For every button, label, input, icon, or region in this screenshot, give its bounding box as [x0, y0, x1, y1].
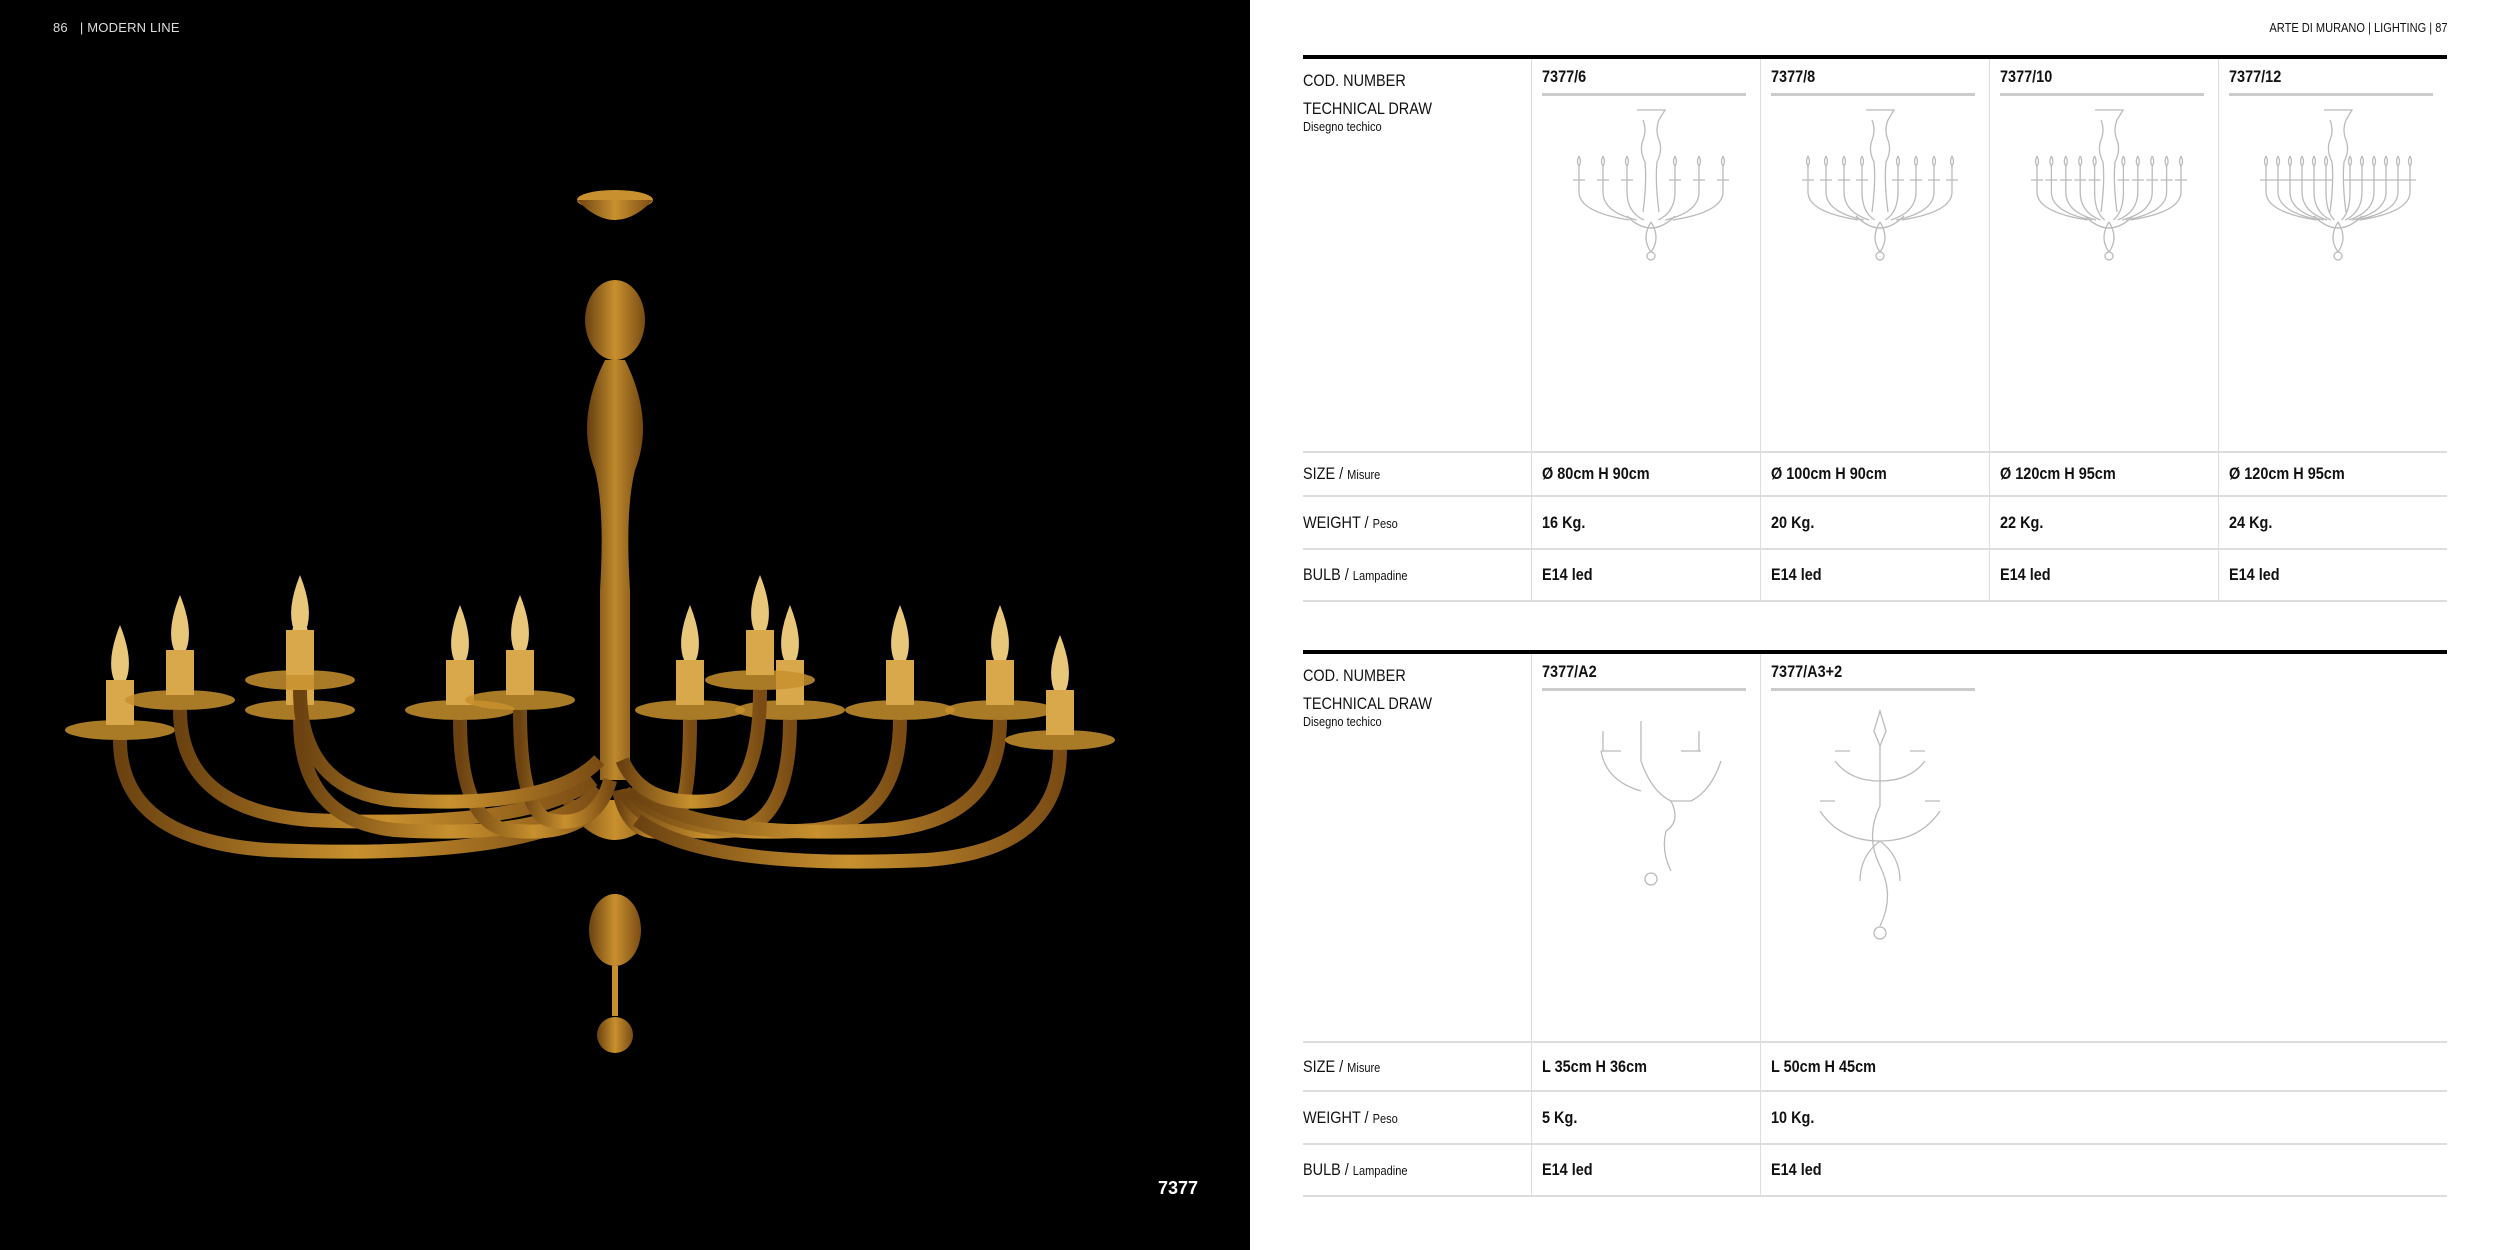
chandelier-photo [65, 190, 1115, 1053]
size-label: SIZE / Misure [1303, 1056, 1381, 1076]
chandelier-arm [173, 709, 598, 829]
technical-draw-label: TECHNICAL DRAW [1303, 99, 1432, 118]
product-weight: 16 Kg. [1541, 512, 1586, 532]
product-column: 7377/12 [2218, 59, 2447, 451]
product-code: 7377/12 [2229, 67, 2282, 86]
chandelier-arm [513, 709, 617, 829]
product-size: Ø 120cm H 95cm [2229, 464, 2345, 483]
page-header-left: 86 | MODERN LINE [53, 20, 180, 35]
product-column: 7377/8 [1759, 59, 1989, 451]
page-header-right: ARTE DI MURANO | LIGHTING | 87 [2268, 20, 2447, 35]
cod-number-label: COD. NUMBER [1303, 666, 1406, 685]
technical-draw-label: TECHNICAL DRAW [1303, 694, 1432, 713]
product-weight: 22 Kg. [2000, 512, 2044, 532]
chandelier-arm [633, 749, 1067, 869]
technical-draw-sublabel: Disegno techico [1303, 714, 1382, 729]
product-bulb: E14 led [1541, 565, 1593, 584]
weight-label: WEIGHT / Peso [1303, 1107, 1398, 1127]
product-code-label: 7377 [1158, 1178, 1199, 1198]
product-bulb: E14 led [1770, 1160, 1822, 1179]
left-page: 86 | MODERN LINE 7377 [0, 0, 1250, 1250]
chandelier-arm [629, 719, 1007, 839]
section-title: | MODERN LINE [79, 20, 180, 35]
technical-drawing [1771, 701, 1989, 951]
product-column: 7377/6 [1530, 59, 1760, 451]
cod-number-label: COD. NUMBER [1303, 71, 1406, 90]
product-column: 7377/10 [1989, 59, 2218, 451]
weight-label: WEIGHT / Peso [1303, 512, 1398, 532]
product-size: L 50cm H 45cm [1770, 1056, 1876, 1076]
technical-drawing [2000, 106, 2218, 266]
technical-drawing [2229, 106, 2447, 266]
product-weight: 24 Kg. [2229, 512, 2273, 532]
product-size: Ø 120cm H 95cm [2000, 464, 2116, 483]
chandelier-arm [615, 689, 767, 809]
product-weight: 20 Kg. [1770, 512, 1815, 532]
technical-drawing [1542, 701, 1760, 901]
chandelier-arm [293, 719, 605, 839]
technical-drawing [1542, 106, 1760, 266]
product-code: 7377/10 [2000, 67, 2053, 86]
page-number: 86 [53, 20, 68, 35]
bulb-label: BULB / Lampadine [1303, 565, 1408, 584]
bulb-label: BULB / Lampadine [1303, 1160, 1408, 1179]
spec-table: COD. NUMBER TECHNICAL DRAW Disegno techico… [1303, 650, 2447, 1197]
product-column: 7377/A2 [1530, 654, 1760, 1041]
product-size: Ø 80cm H 90cm [1541, 464, 1650, 483]
product-bulb: E14 led [1770, 565, 1822, 584]
product-code: 7377/8 [1770, 67, 1816, 86]
product-weight: 10 Kg. [1770, 1107, 1815, 1127]
product-bulb: E14 led [2229, 565, 2280, 584]
product-size: L 35cm H 36cm [1541, 1056, 1647, 1076]
chandelier-arm [293, 689, 605, 809]
product-size: Ø 100cm H 90cm [1770, 464, 1887, 483]
technical-drawing [1771, 106, 1989, 266]
product-column: 7377/A3+2 [1759, 654, 1989, 1041]
product-bulb: E14 led [1541, 1160, 1593, 1179]
product-bulb: E14 led [2000, 565, 2051, 584]
product-code: 7377/6 [1541, 67, 1587, 86]
product-code: 7377/A2 [1541, 662, 1597, 681]
product-code: 7377/A3+2 [1770, 662, 1843, 681]
spec-table: COD. NUMBER TECHNICAL DRAW Disegno techico… [1303, 55, 2447, 602]
product-weight: 5 Kg. [1541, 1107, 1578, 1127]
size-label: SIZE / Misure [1303, 464, 1381, 483]
technical-draw-sublabel: Disegno techico [1303, 119, 1382, 134]
